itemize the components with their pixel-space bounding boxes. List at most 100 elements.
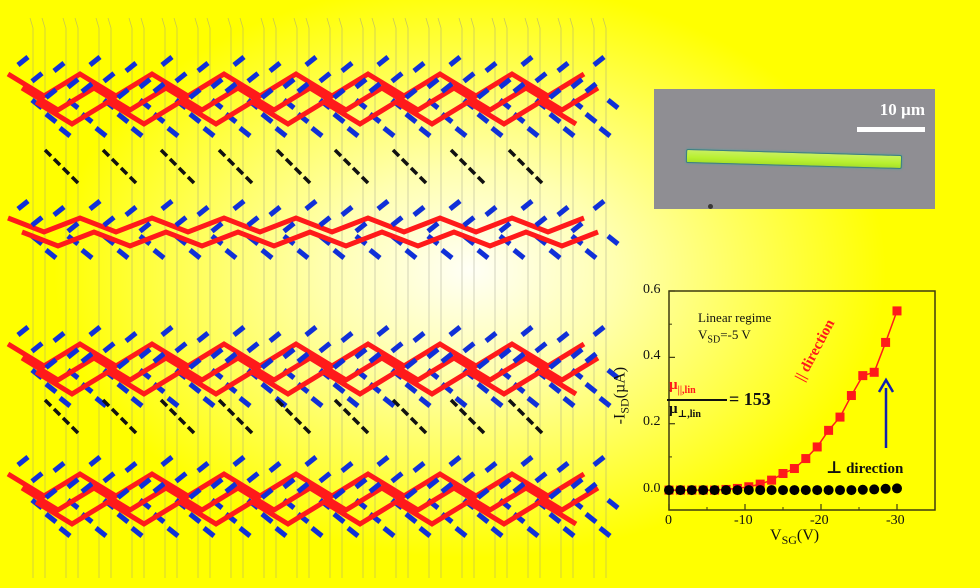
- pi-stacking-mark: [177, 416, 187, 426]
- side-group: [124, 205, 138, 217]
- side-group: [310, 126, 324, 138]
- side-group: [448, 325, 462, 337]
- pi-stacking-mark: [128, 175, 138, 185]
- side-group: [296, 81, 310, 94]
- pi-stacking-mark: [516, 407, 526, 417]
- pi-stacking-mark: [293, 416, 303, 426]
- alkyl-chain: [305, 17, 310, 578]
- pi-stacking-mark: [284, 407, 294, 417]
- mu-parallel-sub: ||,lin: [677, 385, 696, 396]
- pi-stacking-mark: [70, 175, 80, 185]
- pi-stacking-mark: [360, 425, 370, 435]
- pi-stacking-mark: [293, 166, 303, 176]
- side-group: [232, 199, 246, 211]
- side-group: [30, 341, 44, 354]
- side-group: [584, 382, 598, 394]
- pi-stacking-mark: [467, 166, 477, 176]
- pi-stacking-mark: [110, 157, 120, 167]
- side-group: [526, 526, 540, 538]
- scale-bar: [857, 127, 925, 132]
- ratio-fraction-bar: [667, 399, 727, 401]
- side-group: [404, 512, 418, 524]
- side-group: [318, 471, 332, 484]
- x-axis-unit: (V): [796, 527, 820, 544]
- side-group: [296, 481, 310, 494]
- side-group: [30, 215, 44, 228]
- pi-stacking-mark: [128, 425, 138, 435]
- side-group: [116, 382, 130, 394]
- side-group: [310, 396, 324, 408]
- pi-stacking-mark: [516, 157, 526, 167]
- y-axis-sub: SD: [617, 398, 632, 414]
- perpendicular-data-point: [800, 485, 811, 496]
- polymer-backbone: [20, 485, 600, 513]
- pi-stacking-mark: [168, 157, 178, 167]
- side-group: [562, 396, 576, 408]
- pi-stacking-mark: [333, 398, 343, 408]
- y-tick-0.2: 0.2: [643, 414, 661, 429]
- side-group: [512, 351, 526, 364]
- pi-stacking-mark: [284, 157, 294, 167]
- side-group: [570, 77, 584, 90]
- side-group: [606, 98, 620, 110]
- pi-stacking-mark: [275, 148, 285, 158]
- side-group: [116, 87, 130, 100]
- scale-bar-label: 10 µm: [879, 100, 925, 119]
- pi-stacking-mark: [186, 175, 196, 185]
- side-group: [166, 396, 180, 408]
- side-group: [556, 331, 570, 343]
- side-group: [462, 471, 476, 484]
- side-group: [340, 331, 354, 343]
- polymer-backbone: [34, 369, 578, 397]
- alkyl-chain: [524, 17, 529, 578]
- side-group: [598, 396, 612, 408]
- perpendicular-data-point: [743, 485, 754, 496]
- side-group: [260, 512, 274, 524]
- pi-stacking-mark: [351, 166, 361, 176]
- side-group: [310, 526, 324, 538]
- side-group: [332, 112, 346, 124]
- side-group: [498, 77, 512, 90]
- side-group: [556, 461, 570, 473]
- side-group: [332, 248, 346, 260]
- side-group: [584, 481, 598, 494]
- pi-stacking-mark: [168, 407, 178, 417]
- side-group: [238, 396, 252, 408]
- side-group: [462, 215, 476, 228]
- side-group: [512, 481, 526, 494]
- side-group: [390, 215, 404, 228]
- alkyl-chain: [128, 17, 133, 578]
- side-group: [598, 126, 612, 138]
- side-group: [238, 526, 252, 538]
- side-group: [188, 357, 202, 370]
- polymer-backbone: [6, 471, 586, 499]
- side-group: [80, 81, 94, 94]
- side-group: [44, 248, 58, 260]
- side-group: [498, 477, 512, 490]
- side-group: [340, 61, 354, 73]
- alkyl-chain: [326, 17, 331, 578]
- side-group: [476, 248, 490, 260]
- side-group: [232, 455, 246, 467]
- side-group: [30, 71, 44, 84]
- side-group: [556, 205, 570, 217]
- side-group: [196, 205, 210, 217]
- side-group: [332, 382, 346, 394]
- side-group: [102, 471, 116, 484]
- side-group: [304, 455, 318, 467]
- side-group: [88, 325, 102, 337]
- side-group: [174, 71, 188, 84]
- side-group: [354, 347, 368, 360]
- side-group: [476, 382, 490, 394]
- side-group: [124, 461, 138, 473]
- y-axis-title: -ISD(µA): [611, 341, 632, 451]
- side-group: [224, 351, 238, 364]
- pi-stacking-mark: [217, 398, 227, 408]
- alkyl-chain: [206, 17, 211, 578]
- side-group: [490, 126, 504, 138]
- pi-stacking-mark: [244, 175, 254, 185]
- side-group: [412, 61, 426, 73]
- side-group: [332, 87, 346, 100]
- pi-stacking-mark: [244, 425, 254, 435]
- side-group: [260, 382, 274, 394]
